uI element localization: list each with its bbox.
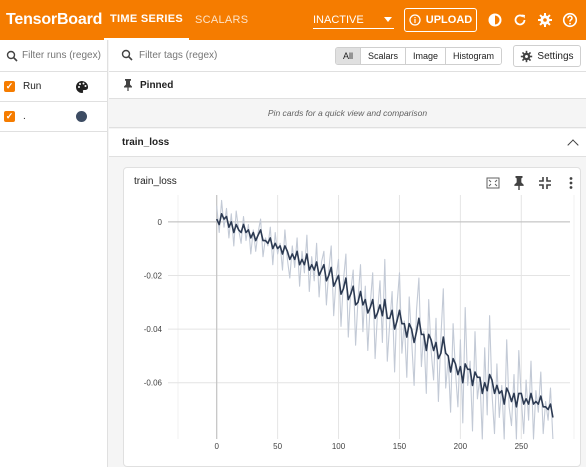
axis-labels: 0 50 100 150 200 250 0 -0.02 -0.04 -0.06 xyxy=(144,218,529,451)
y-tick-label: -0.06 xyxy=(144,379,163,388)
smoothed-line xyxy=(215,213,554,418)
plugin-select-value: INACTIVE xyxy=(313,13,364,26)
tag-filter-input[interactable]: Filter tags (regex) xyxy=(139,49,218,61)
x-tick-label: 50 xyxy=(273,442,282,451)
x-tick-label: 0 xyxy=(215,442,220,451)
smoothed-series xyxy=(215,213,554,418)
settings-label: Settings xyxy=(537,50,574,62)
run-row[interactable]: ✓ Run xyxy=(0,72,107,102)
pinned-header: Pinned xyxy=(109,72,586,98)
plugin-select[interactable]: INACTIVE xyxy=(313,11,394,29)
run-checkbox[interactable]: ✓ xyxy=(4,111,15,122)
help-icon[interactable] xyxy=(562,12,578,28)
x-tick-label: 200 xyxy=(454,442,468,451)
line-chart[interactable]: 0 50 100 150 200 250 0 -0.02 -0.04 -0.06 xyxy=(124,168,582,467)
run-label: Run xyxy=(23,81,42,92)
settings-gear-icon[interactable] xyxy=(537,12,553,28)
segment-histogram[interactable]: Histogram xyxy=(446,48,502,64)
x-tick-label: 150 xyxy=(393,442,407,451)
dropdown-caret-icon xyxy=(384,17,392,22)
fullscreen-exit-icon[interactable] xyxy=(538,176,552,190)
more-vert-icon[interactable] xyxy=(564,176,578,190)
refresh-icon[interactable] xyxy=(512,12,528,28)
gear-icon xyxy=(521,50,533,62)
run-filter[interactable]: Filter runs (regex) xyxy=(0,40,107,72)
x-tick-label: 100 xyxy=(332,442,346,451)
tab-time-series[interactable]: TIME SERIES xyxy=(104,0,189,40)
run-checkbox[interactable]: ✓ xyxy=(4,81,15,92)
segment-all[interactable]: All xyxy=(336,48,362,64)
upload-button[interactable]: UPLOAD xyxy=(404,8,477,32)
group-title: train_loss xyxy=(122,137,170,148)
main-toolbar: Filter tags (regex) All Scalars Image Hi… xyxy=(109,40,586,72)
pinned-title: Pinned xyxy=(140,79,174,91)
info-icon xyxy=(409,14,421,26)
palette-icon[interactable] xyxy=(75,80,89,94)
run-label: . xyxy=(23,111,26,122)
run-row[interactable]: ✓ . xyxy=(0,102,107,132)
raw-line xyxy=(216,199,554,440)
chevron-up-icon[interactable] xyxy=(567,139,579,151)
card-title: train_loss xyxy=(134,176,177,187)
segment-image[interactable]: Image xyxy=(406,48,447,64)
y-tick-label: 0 xyxy=(158,218,163,227)
search-icon xyxy=(121,49,133,61)
search-icon xyxy=(6,50,18,62)
fit-domain-icon[interactable] xyxy=(486,176,500,190)
app-title: TensorBoard xyxy=(6,11,103,28)
plugin-type-toggle: All Scalars Image Histogram xyxy=(335,47,503,65)
pin-icon[interactable] xyxy=(512,176,526,190)
main-content: Filter tags (regex) All Scalars Image Hi… xyxy=(109,40,586,467)
scalar-card: train_loss 0 50 100 150 200 250 0 -0.02 -0.04 -0.… xyxy=(123,167,581,467)
pin-icon xyxy=(124,79,132,91)
settings-button[interactable]: Settings xyxy=(513,45,581,67)
top-app-bar: TensorBoard TIME SERIES SCALARS xyxy=(0,0,586,40)
group-header[interactable]: train_loss xyxy=(109,129,586,157)
run-filter-input[interactable]: Filter runs (regex) xyxy=(22,50,101,61)
run-color-swatch[interactable] xyxy=(76,111,87,122)
pinned-empty-message: Pin cards for a quick view and compariso… xyxy=(109,98,586,128)
runs-sidebar: Filter runs (regex) ✓ Run ✓ . xyxy=(0,40,108,467)
raw-series xyxy=(216,199,554,440)
x-tick-label: 250 xyxy=(515,442,529,451)
theme-icon[interactable] xyxy=(487,12,503,28)
y-tick-label: -0.04 xyxy=(144,325,163,334)
tag-filter[interactable]: Filter tags (regex) xyxy=(121,49,217,61)
tab-scalars[interactable]: SCALARS xyxy=(194,14,249,26)
segment-scalars[interactable]: Scalars xyxy=(361,48,407,64)
upload-label: UPLOAD xyxy=(425,14,473,26)
y-tick-label: -0.02 xyxy=(144,271,163,280)
